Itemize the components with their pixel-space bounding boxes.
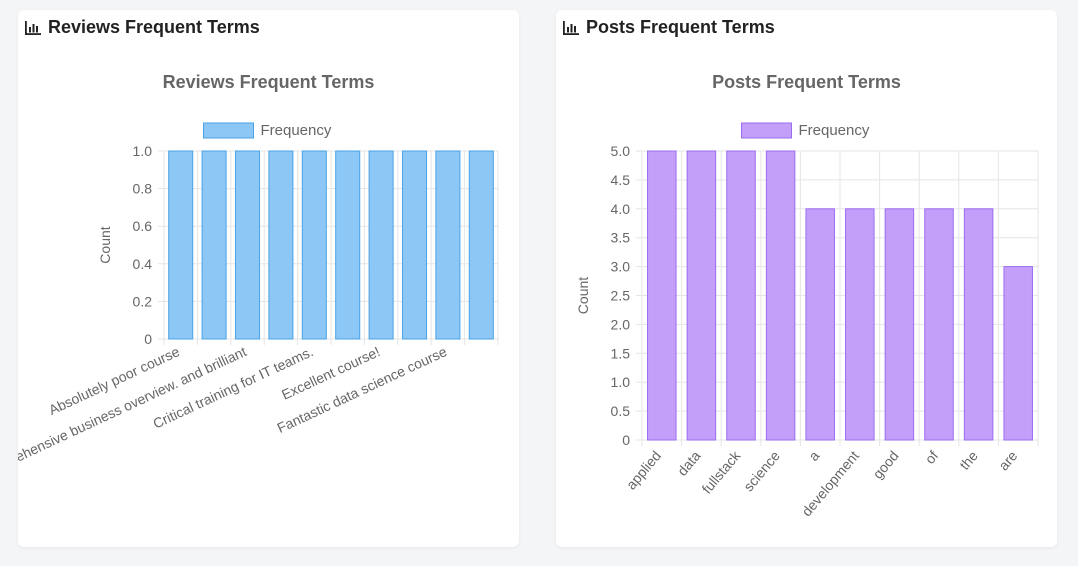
bar[interactable] xyxy=(234,150,261,340)
y-tick-label: 0.5 xyxy=(611,403,631,419)
bar[interactable] xyxy=(268,150,294,340)
bar[interactable] xyxy=(368,150,394,340)
bar[interactable] xyxy=(201,150,227,340)
bar[interactable] xyxy=(686,150,717,441)
y-tick-label: 1.0 xyxy=(133,143,153,159)
y-tick-label: 3.0 xyxy=(611,259,631,275)
chart-title: Reviews Frequent Terms xyxy=(163,72,375,92)
posts-bar-chart: Posts Frequent Terms Frequency 0 0.5 1.0 1.5 2… xyxy=(575,72,1039,520)
bar[interactable] xyxy=(845,208,875,441)
bar[interactable] xyxy=(924,208,954,441)
bar[interactable] xyxy=(335,150,361,340)
x-tick-label: development xyxy=(798,448,862,520)
reviews-bar-chart: Reviews Frequent Terms Frequency 0 0.2 0.4 0.… xyxy=(18,72,499,482)
x-tick-label: of xyxy=(922,448,942,467)
y-tick-label: 3.5 xyxy=(611,230,631,246)
bar[interactable] xyxy=(1003,266,1033,441)
reviews-card-header: Reviews Frequent Terms xyxy=(24,17,260,38)
y-axis-label: Count xyxy=(575,277,591,314)
reviews-card-title: Reviews Frequent Terms xyxy=(48,17,260,37)
bar-chart-icon xyxy=(25,20,41,35)
y-tick-label: 2.0 xyxy=(611,316,631,332)
y-tick-label: 4.0 xyxy=(611,201,631,217)
bar[interactable] xyxy=(647,150,677,441)
bar[interactable] xyxy=(884,208,915,441)
posts-card-title: Posts Frequent Terms xyxy=(586,17,775,37)
chart-legend[interactable]: Frequency xyxy=(203,122,332,139)
x-tick-label: applied xyxy=(623,448,664,493)
bar-chart-icon xyxy=(563,20,579,35)
bar[interactable] xyxy=(168,150,194,340)
bar[interactable] xyxy=(963,208,994,441)
y-tick-label: 0.8 xyxy=(133,181,153,197)
y-tick-label: 4.5 xyxy=(611,172,631,188)
posts-card-header: Posts Frequent Terms xyxy=(562,17,775,38)
y-tick-label: 0 xyxy=(622,432,630,448)
y-tick-label: 0.4 xyxy=(133,256,153,272)
posts-card: Posts Frequent Terms Posts Frequent Term… xyxy=(556,10,1057,547)
legend-swatch xyxy=(203,122,254,139)
y-tick-label: 5.0 xyxy=(611,143,631,159)
x-tick-label: are xyxy=(995,447,1020,473)
chart-legend[interactable]: Frequency xyxy=(741,122,870,139)
x-tick-label: science xyxy=(740,447,783,494)
x-tick-label: the xyxy=(956,447,981,472)
chart-title: Posts Frequent Terms xyxy=(712,72,901,92)
legend-label: Frequency xyxy=(799,122,870,139)
reviews-card: Reviews Frequent Terms Reviews Frequent … xyxy=(18,10,519,547)
legend-label: Frequency xyxy=(261,122,332,139)
bar[interactable] xyxy=(301,150,327,340)
x-tick-label: a xyxy=(805,447,822,463)
y-tick-label: 1.5 xyxy=(611,345,631,361)
x-tick-label: data xyxy=(674,447,704,478)
bar[interactable] xyxy=(468,150,494,340)
y-tick-label: 0.6 xyxy=(133,218,153,234)
bar[interactable] xyxy=(726,150,756,441)
bar[interactable] xyxy=(435,150,461,340)
y-tick-label: 2.5 xyxy=(611,288,631,304)
legend-swatch xyxy=(741,122,792,139)
y-tick-label: 0 xyxy=(144,331,152,347)
bar[interactable] xyxy=(765,150,796,441)
bar[interactable] xyxy=(805,208,835,441)
y-axis-label: Count xyxy=(97,226,113,263)
x-tick-label: good xyxy=(869,448,901,482)
x-tick-label: fullstack xyxy=(699,447,744,497)
y-tick-label: 0.2 xyxy=(133,293,153,309)
bar[interactable] xyxy=(401,150,428,340)
y-tick-label: 1.0 xyxy=(611,374,631,390)
